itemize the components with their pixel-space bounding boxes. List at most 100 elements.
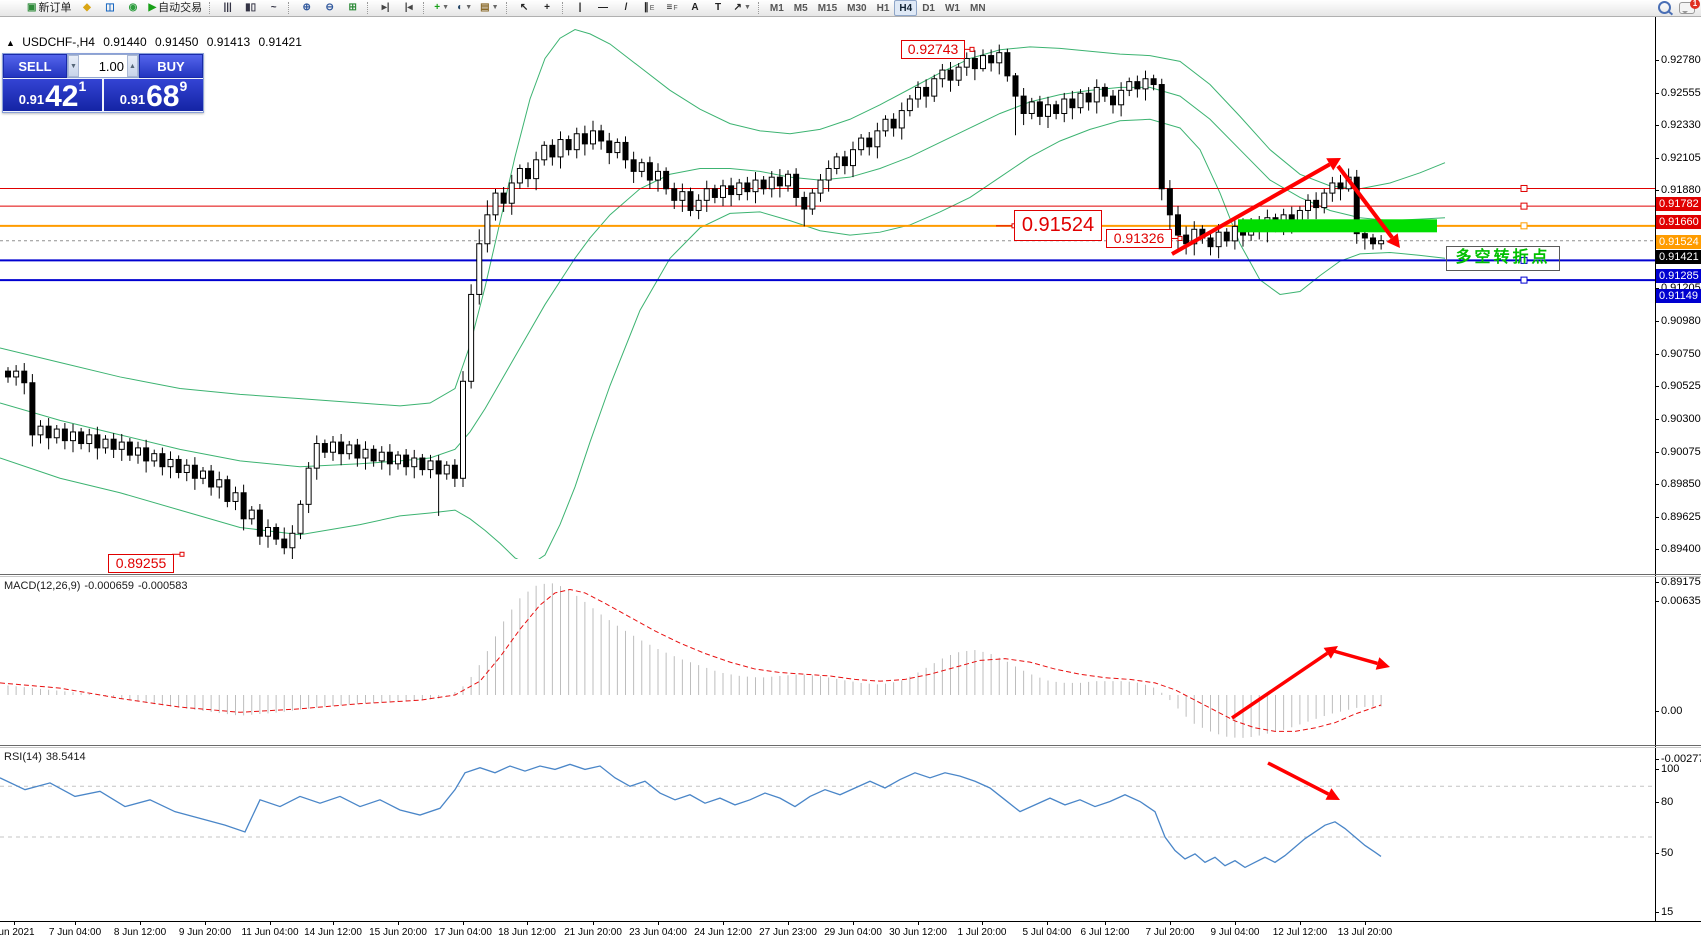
signals-icon[interactable]: ◉ [128,2,138,13]
time-axis-label: 6 Jul 12:00 [1080,927,1130,938]
toolbar-separator [209,2,213,14]
time-axis[interactable]: Jun 2021 7 Jun 04:00 8 Jun 12:00 9 Jun 20:0… [0,921,1701,943]
trend-arrow-head [1323,646,1338,659]
line-chart-icon[interactable]: ~ [270,2,277,13]
timeframe-button-m30[interactable]: M30 [847,2,867,14]
timeframe-button-m15[interactable]: M15 [817,2,838,14]
candlestick-chart-icon[interactable]: ▮▯ [245,2,257,13]
crosshair-icon[interactable]: + [544,2,550,13]
volume-decrease-button[interactable]: ▼ [68,55,79,77]
trend-arrow-line [1329,648,1378,666]
bear-candle [78,431,85,445]
bull-candle [1077,92,1084,109]
volume-stepper: ▼ ▲ [67,54,139,78]
price-axis-border [1655,16,1656,921]
autotrade-icon[interactable]: ▶ 自动交易 [148,2,203,14]
search-icon[interactable] [1658,1,1671,14]
timeframe-button-m1[interactable]: M1 [769,2,784,14]
bear-candle [549,144,556,158]
bear-candle [5,370,11,378]
timeframe-button-mn[interactable]: MN [969,2,986,14]
bull-candle [850,149,856,167]
bar-chart-icon[interactable]: ||| [223,2,232,13]
bull-candle [906,98,913,112]
arrows-icon[interactable]: ↗ ▼ [733,2,751,13]
new-order-icon[interactable]: ▣ 新订单 [27,2,72,14]
zoom-out-icon[interactable]: ⊖ [325,2,334,13]
line-handle [1520,184,1528,192]
zoom-in-icon[interactable]: ⊕ [302,2,311,13]
bull-candle [289,532,296,549]
bear-candle [581,133,588,145]
tile-windows-icon[interactable]: ⊞ [348,2,357,13]
chat-icon[interactable]: 1 [1679,0,1700,14]
rsi-line [0,763,1382,869]
bull-candle [573,133,580,151]
volume-increase-button[interactable]: ▲ [127,55,138,77]
fibonacci-icon[interactable]: ≡ F [666,2,678,13]
price-tick: 0.90300 [1655,413,1701,425]
buy-price-big: 68 [146,80,180,113]
text-icon[interactable]: A [691,2,699,13]
line-handle [1520,202,1528,210]
symbol-ohlc-bar: ▲ USDCHF-,H4 0.91440 0.91450 0.91413 0.9… [6,35,307,49]
templates-icon[interactable]: ▤ ▼ [480,2,499,13]
line-handle [1520,222,1528,230]
bear-candle [273,526,280,540]
auto-scroll-icon[interactable]: ▸| [381,2,390,13]
bear-candle [321,443,328,453]
sell-price-big: 42 [45,80,79,113]
line-handle [1520,276,1528,284]
bull-candle [232,492,239,502]
indicators-icon[interactable]: + ▼ [434,2,450,13]
bull-candle [655,170,661,181]
bull-candle [1191,228,1198,245]
vertical-line-icon[interactable]: | [578,2,582,13]
bear-candle [1101,86,1108,97]
bear-candle [744,182,751,193]
bear-candle [338,441,345,455]
bear-candle [1085,92,1092,103]
buy-price-panel[interactable]: 0.91 68 9 [104,79,203,113]
label-anchor [1177,235,1183,241]
collapse-arrow-icon[interactable]: ▲ [6,38,15,48]
channel-icon[interactable]: ∥ E [643,2,655,13]
horizontal-line-icon[interactable]: — [598,2,609,13]
buy-button[interactable]: BUY [139,54,203,78]
timeframe-button-h1[interactable]: H1 [876,2,890,14]
timeframe-button-h4[interactable]: H4 [894,0,918,16]
bull-candle [915,86,921,100]
main-chart-panel [0,28,1655,559]
trendline-icon[interactable]: / [624,2,628,13]
timeframe-button-m5[interactable]: M5 [793,2,808,14]
chart-shift-icon[interactable]: |◂ [404,2,413,13]
price-tick: 0.89400 [1655,543,1701,556]
price-tick: 0.92780 [1655,54,1701,66]
bear-candle [419,457,426,471]
chart-window[interactable]: ▲ USDCHF-,H4 0.91440 0.91450 0.91413 0.9… [0,16,1701,943]
left-clipped-icon[interactable] [1,0,22,16]
bear-candle [793,173,800,198]
periods-icon[interactable]: ◐ ▼ [457,2,473,13]
time-axis-label: 9 Jun 20:00 [178,927,232,938]
time-axis-label: 11 Jun 04:00 [241,927,299,938]
bull-candle [898,110,905,129]
sell-price-prefix: 0.91 [18,92,45,107]
bear-candle [224,479,231,502]
market-watch-icon[interactable]: ◫ [105,2,115,13]
bull-candle [874,130,881,148]
sell-price-panel[interactable]: 0.91 42 1 [3,79,102,113]
bear-candle [1313,199,1320,209]
volume-input[interactable] [79,55,127,77]
bull-candle [703,188,710,201]
line-handle [1520,256,1528,264]
styler-icon[interactable]: ◆ [83,2,91,13]
timeframe-button-d1[interactable]: D1 [922,2,935,14]
sell-button[interactable]: SELL [3,54,67,78]
bear-candle [1053,104,1060,114]
bear-candle [1134,81,1141,90]
cursor-icon[interactable]: ↖ [519,2,529,13]
label-icon[interactable]: T [714,2,722,13]
timeframe-button-w1[interactable]: W1 [944,2,960,14]
bull-candle [265,526,271,537]
